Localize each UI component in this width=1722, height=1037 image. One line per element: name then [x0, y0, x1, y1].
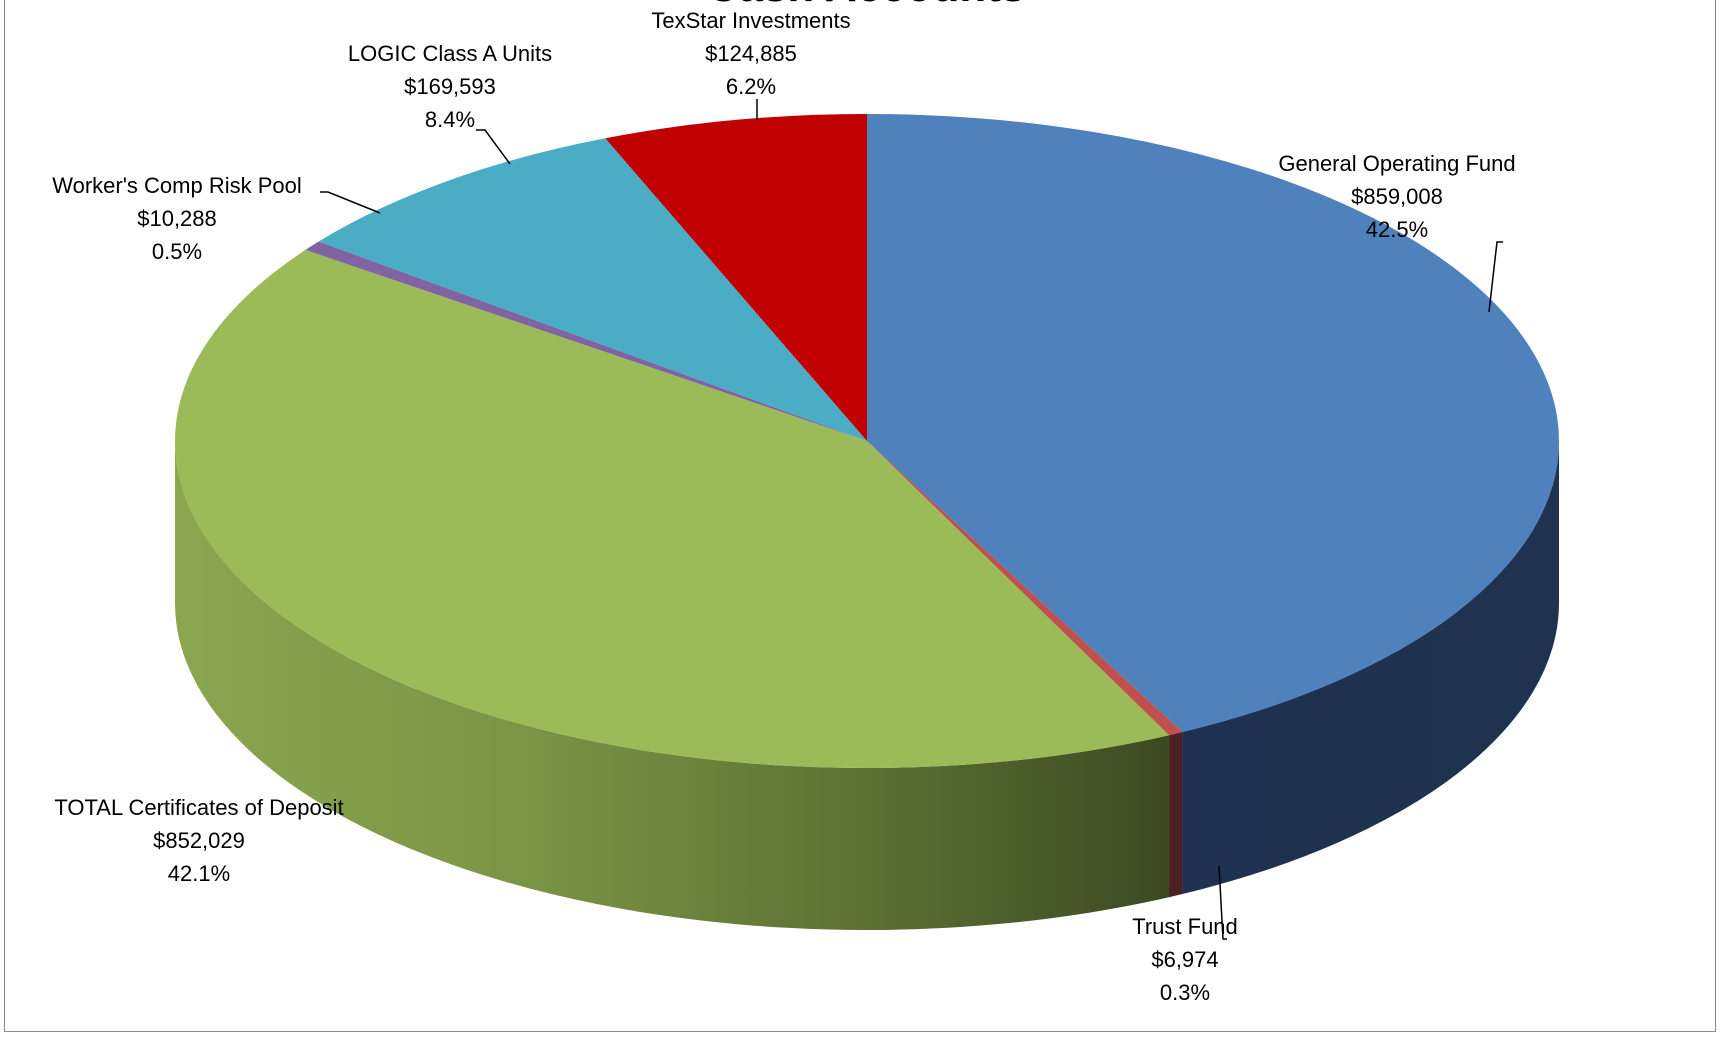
pie-side-walls — [175, 441, 1559, 930]
leader-lines — [320, 99, 1503, 940]
pie-slice-total-certificates-of-deposit[interactable] — [174, 249, 1170, 769]
label-percent: 0.5% — [151, 239, 203, 264]
pie-slice-trust-fund[interactable] — [867, 441, 1183, 736]
leader-line — [1218, 865, 1227, 940]
label-percent: 8.4% — [424, 107, 476, 132]
label-percent: 6.2% — [725, 74, 777, 99]
data-label-general-operating-fund: General Operating Fund $859,008 42.5% — [1227, 147, 1567, 246]
pie-slice-general-operating-fund[interactable] — [867, 114, 1559, 733]
pie-side-trust-fund — [1169, 732, 1183, 898]
label-name: Trust Fund — [1132, 914, 1238, 939]
pie-slice-texstar-investments[interactable] — [605, 114, 867, 441]
pie-top-faces — [174, 114, 1559, 769]
data-label-texstar-investments: TexStar Investments $124,885 6.2% — [621, 4, 881, 103]
chart-title: Cash Accounts — [5, 0, 1715, 17]
data-label-workers-comp-risk-pool: Worker's Comp Risk Pool $10,288 0.5% — [27, 169, 327, 268]
pie-side-total-certificates-of-deposit — [175, 441, 1170, 930]
leader-line — [476, 129, 511, 165]
label-value: $6,974 — [1151, 947, 1219, 972]
label-value: $124,885 — [705, 41, 797, 66]
data-label-trust-fund: Trust Fund $6,974 0.3% — [1085, 910, 1285, 1009]
label-name: LOGIC Class A Units — [347, 41, 553, 66]
label-percent: 42.5% — [1365, 217, 1429, 242]
leader-line — [320, 191, 381, 214]
pie-slice-worker-s-comp-risk-pool[interactable] — [305, 241, 867, 441]
label-name: General Operating Fund — [1278, 151, 1516, 176]
data-label-logic-class-a-units: LOGIC Class A Units $169,593 8.4% — [320, 37, 580, 136]
label-value: $859,008 — [1351, 184, 1443, 209]
pie-slice-logic-class-a-units[interactable] — [318, 138, 867, 441]
label-name: TOTAL Certificates of Deposit — [54, 795, 344, 820]
pie-side-general-operating-fund — [1182, 441, 1559, 895]
label-name: TexStar Investments — [651, 8, 851, 33]
label-value: $169,593 — [404, 74, 496, 99]
pie-chart — [174, 99, 1559, 940]
chart-area: Cash Accounts General Operating Fund $85… — [4, 0, 1716, 1032]
label-value: $852,029 — [153, 828, 245, 853]
label-percent: 0.3% — [1159, 980, 1211, 1005]
leader-line — [1488, 241, 1503, 313]
label-value: $10,288 — [137, 206, 217, 231]
data-label-total-certificates-of-deposit: TOTAL Certificates of Deposit $852,029 4… — [19, 791, 379, 890]
label-name: Worker's Comp Risk Pool — [52, 173, 302, 198]
label-percent: 42.1% — [167, 861, 231, 886]
